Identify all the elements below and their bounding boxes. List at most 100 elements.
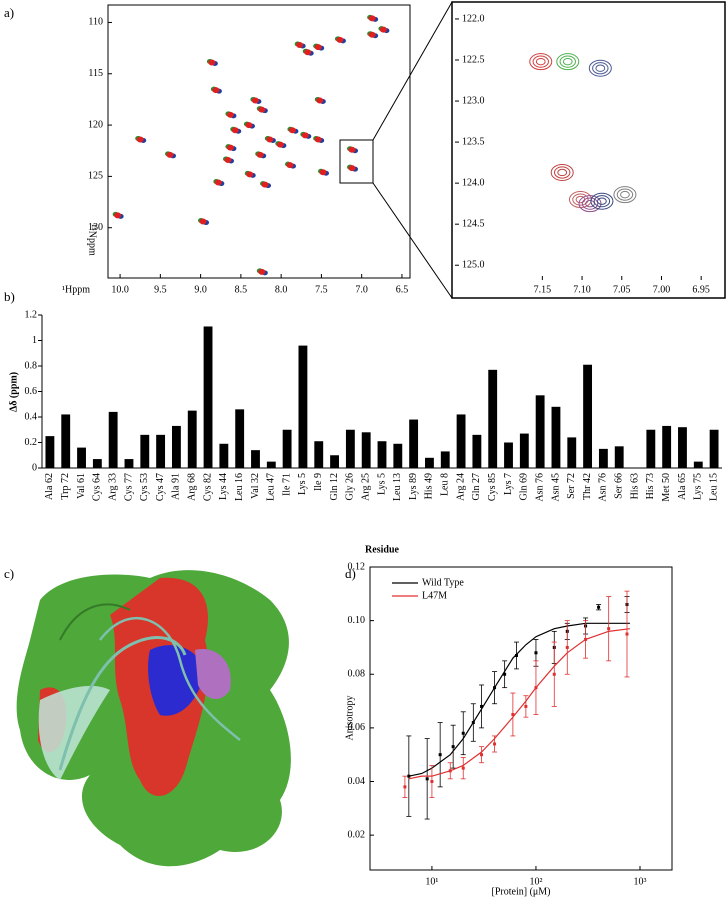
peak — [214, 179, 222, 186]
x-tick-label: Arg 24 — [455, 473, 466, 501]
peak — [245, 122, 253, 129]
y-tick-label: 130 — [88, 222, 103, 233]
peak-contour-inner — [559, 55, 576, 68]
x-tick-label: Arg 25 — [360, 473, 371, 501]
bar — [614, 446, 624, 468]
peak-contour-inner — [593, 195, 611, 208]
peak — [261, 181, 269, 188]
y-tick-label: 0.06 — [348, 722, 366, 733]
peak-contour-inner — [557, 168, 568, 177]
peak — [114, 212, 122, 219]
y-tick-label: 115 — [88, 68, 103, 79]
bar — [678, 427, 687, 468]
x-tick-label: 6.5 — [396, 284, 409, 295]
bar — [203, 326, 213, 468]
data-point — [565, 645, 569, 649]
data-point — [480, 753, 484, 757]
bar — [662, 425, 672, 468]
peak — [266, 136, 274, 143]
x-tick-label: 10² — [529, 876, 542, 887]
data-point — [448, 769, 452, 773]
bar — [298, 345, 308, 468]
peak — [256, 151, 264, 158]
data-point — [534, 651, 538, 655]
peak-contour — [529, 53, 553, 71]
data-point — [493, 686, 497, 690]
x-axis-label: [Protein] (μM) — [492, 886, 551, 897]
peak — [314, 136, 322, 143]
panel-label: d) — [345, 566, 356, 581]
peak — [226, 144, 234, 151]
x-tick-label: Cys 53 — [139, 473, 150, 501]
x-axis-label: ¹Hppm — [62, 284, 90, 295]
peak — [336, 36, 344, 43]
bar — [219, 443, 229, 468]
bar — [488, 369, 498, 468]
x-tick-label: 10.0 — [111, 284, 129, 295]
bar — [77, 447, 86, 468]
bar — [235, 409, 245, 468]
x-tick-label: Ala 65 — [677, 473, 688, 500]
x-tick-label: 10³ — [633, 876, 646, 887]
surface-edge — [59, 603, 131, 641]
bar — [440, 451, 450, 468]
x-tick-label: 7.00 — [653, 284, 671, 295]
peak — [258, 106, 266, 113]
peak-contour — [590, 192, 614, 210]
data-point — [430, 780, 434, 784]
peak-contour — [578, 195, 602, 213]
panel-label: b) — [4, 289, 15, 304]
y-tick-label: 124.5 — [462, 218, 485, 229]
bar — [425, 457, 434, 468]
x-tick-label: Thr 42 — [582, 473, 593, 500]
bar — [45, 436, 55, 468]
peak — [251, 97, 259, 104]
peak — [224, 156, 232, 163]
y-tick-label: 122.0 — [462, 13, 485, 24]
y-tick-label: 0.02 — [348, 829, 366, 840]
x-axis-label: Residue — [365, 544, 399, 555]
peak — [258, 268, 266, 275]
peak-contour — [613, 186, 637, 204]
x-tick-label: Ser 72 — [566, 473, 577, 499]
data-point — [425, 777, 429, 781]
x-tick-label: 8.5 — [235, 284, 248, 295]
peak-contour-inner — [620, 190, 630, 199]
peak — [314, 44, 322, 51]
panel-label: a) — [4, 5, 14, 20]
data-point — [461, 766, 465, 770]
y-tick-label: 0.4 — [25, 411, 38, 422]
peak — [208, 59, 216, 66]
y-tick-label: 0.12 — [348, 561, 366, 572]
data-point — [607, 627, 611, 631]
peak — [246, 171, 254, 178]
x-tick-label: Ala 62 — [44, 473, 55, 500]
peak — [368, 15, 376, 22]
bar — [646, 429, 656, 468]
data-point — [625, 632, 629, 636]
ribbon — [38, 685, 110, 780]
bar — [693, 461, 703, 468]
data-point — [511, 712, 515, 716]
x-tick-label: 7.05 — [613, 284, 631, 295]
bar — [504, 442, 513, 468]
x-tick-label: Arg 33 — [107, 473, 118, 501]
x-tick-label: 9.5 — [154, 284, 167, 295]
data-point — [514, 653, 518, 657]
x-tick-label: His 63 — [629, 473, 640, 499]
spectrum-frame — [107, 4, 411, 279]
bar — [61, 414, 71, 468]
legend-label: Wild Type — [422, 577, 464, 588]
y-tick-label: 0.04 — [348, 776, 366, 787]
bar — [124, 459, 134, 468]
bar — [282, 429, 292, 468]
peak — [166, 151, 174, 158]
peak — [286, 162, 294, 169]
x-tick-label: His 73 — [645, 473, 656, 499]
x-tick-label: Leu 16 — [234, 473, 245, 501]
data-point — [597, 605, 601, 609]
x-tick-label: 7.10 — [573, 284, 591, 295]
x-tick-label: Ile 71 — [281, 473, 292, 496]
